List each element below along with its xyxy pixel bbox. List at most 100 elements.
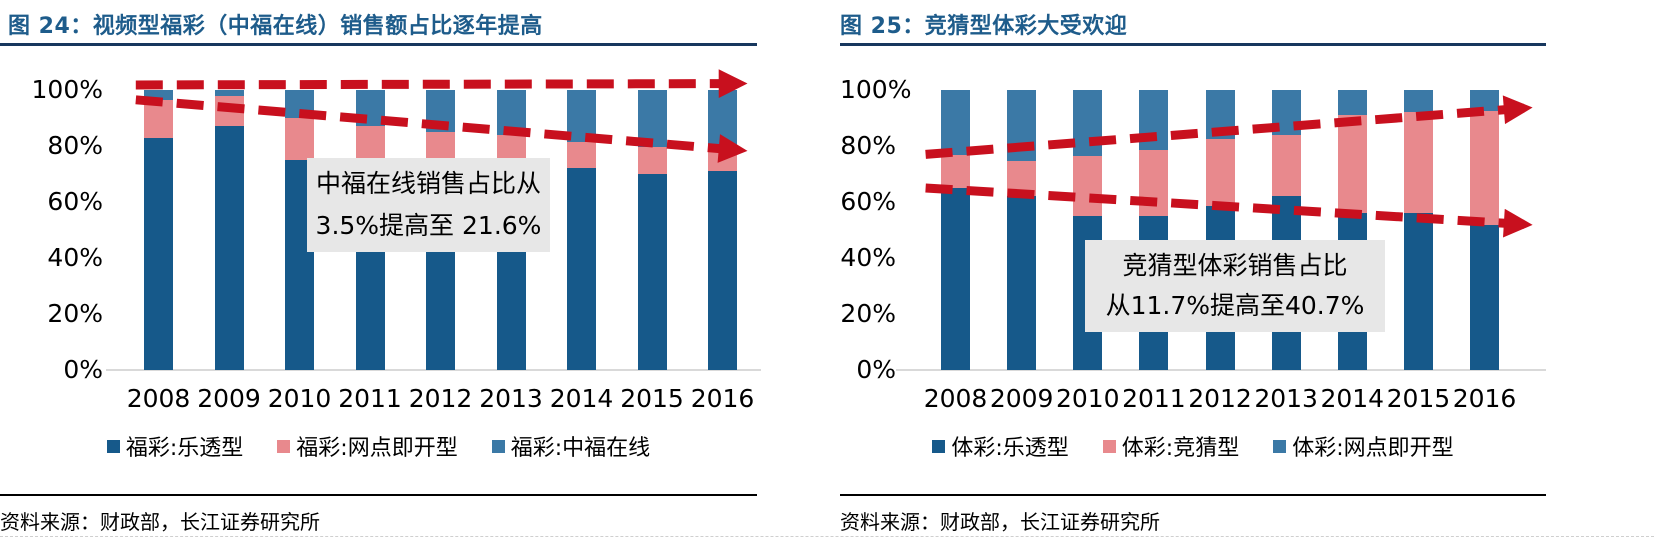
x-tick-label: 2011 (338, 384, 402, 413)
y-tick-label: 60% (840, 187, 896, 216)
stacked-bar-2008 (941, 90, 970, 370)
bar-segment (708, 150, 737, 172)
bar-segment (1470, 224, 1499, 370)
bar-segment (1337, 115, 1367, 214)
stacked-bar-2015 (1403, 90, 1433, 370)
legend-label: 体彩:乐透型 (951, 436, 1069, 461)
bar-segment (426, 90, 455, 133)
legend-swatch-icon (106, 439, 120, 453)
bar-segment (355, 90, 385, 127)
bar-segment (1403, 112, 1433, 214)
bar-segment (708, 171, 737, 370)
bar-segment (1337, 90, 1367, 116)
legend-swatch-icon (1102, 439, 1116, 453)
bar-segment (285, 118, 314, 160)
bar-segment (567, 168, 596, 370)
annotation-line-1: 中福在线销售占比从 (315, 169, 541, 199)
y-tick-label: 20% (47, 299, 103, 328)
bar-segment (708, 90, 737, 151)
x-tick-label: 2015 (1386, 384, 1451, 413)
plot-area: 中福在线销售占比从 3.5%提高至 21.6% (106, 69, 761, 371)
bar-segment (1470, 110, 1499, 225)
x-tick-label: 2012 (408, 384, 473, 413)
bar-segment (1073, 90, 1103, 156)
x-tick-label: 2008 (923, 384, 988, 413)
legend-item: 体彩:乐透型 (932, 430, 1069, 462)
stacked-bar-2009 (214, 90, 244, 370)
source-text: 资料来源：财政部，长江证券研究所 (0, 510, 320, 534)
y-tick-label: 20% (840, 299, 896, 328)
x-tick-label: 2014 (1320, 384, 1385, 413)
x-tick-label: 2009 (197, 384, 261, 413)
x-tick-label: 2015 (620, 384, 684, 413)
y-tick-label: 0% (856, 355, 896, 384)
bar-segment (637, 90, 667, 148)
y-tick-label: 0% (63, 355, 103, 384)
x-tick-label: 2011 (1122, 384, 1186, 413)
bar-segment (285, 90, 314, 118)
title-rule (0, 43, 757, 46)
legend-item: 福彩:乐透型 (106, 430, 244, 462)
bottom-hairline (0, 536, 1654, 537)
x-tick-label: 2008 (126, 384, 191, 413)
legend-label: 福彩:网点即开型 (296, 436, 458, 461)
bar-segment (1073, 155, 1103, 216)
y-tick-label: 100% (840, 75, 912, 104)
legend-item: 福彩:中福在线 (491, 430, 651, 462)
x-tick-label: 2012 (1188, 384, 1252, 413)
annotation-line-2: 从11.7%提高至40.7% (1105, 291, 1365, 321)
legend-swatch-icon (1273, 439, 1287, 453)
bar-segment (1139, 90, 1169, 151)
bar-segment (1403, 90, 1433, 113)
legend-swatch-icon (932, 439, 946, 453)
legend-swatch-icon (277, 439, 291, 453)
annotation-line-1: 竞猜型体彩销售占比 (1122, 250, 1348, 280)
bar-segment (214, 95, 244, 127)
legend-label: 福彩:乐透型 (125, 436, 244, 461)
bar-segment (1271, 90, 1301, 135)
stacked-bar-2008 (144, 90, 173, 370)
y-tick-label: 40% (47, 243, 103, 272)
y-tick-label: 60% (47, 187, 103, 216)
bar-segment (1205, 90, 1235, 140)
annotation-box: 中福在线销售占比从 3.5%提高至 21.6% (307, 158, 550, 252)
bar-segment (144, 99, 173, 138)
x-tick-label: 2013 (1254, 384, 1318, 413)
legend: 福彩:乐透型 福彩:网点即开型 福彩:中福在线 (0, 430, 757, 462)
legend-swatch-icon (491, 439, 505, 453)
bar-segment (144, 137, 173, 370)
legend-label: 体彩:竞猜型 (1121, 436, 1240, 461)
x-tick-label: 2010 (267, 384, 332, 413)
source-rule (0, 494, 757, 496)
bar-segment (1007, 90, 1037, 162)
stacked-bar-2016 (1470, 90, 1499, 370)
bar-segment (214, 126, 244, 370)
bar-segment (637, 147, 667, 174)
bar-segment (567, 90, 596, 142)
x-axis-line (106, 369, 761, 371)
annotation-box: 竞猜型体彩销售占比 从11.7%提高至40.7% (1085, 240, 1385, 332)
figure-25-title: 图 25：竞猜型体彩大受欢迎 (840, 14, 1128, 39)
y-tick-label: 100% (31, 75, 103, 104)
legend: 体彩:乐透型 体彩:竞猜型 体彩:网点即开型 (840, 430, 1546, 462)
figure-25: 图 25：竞猜型体彩大受欢迎 竞猜型体彩销售占比 从11.7%提高至40.7% … (840, 0, 1546, 550)
bar-segment (941, 155, 970, 188)
x-tick-label: 2014 (549, 384, 614, 413)
chart-24-body: 中福在线销售占比从 3.5%提高至 21.6% 100% 80% 60% 40% 20%… (0, 60, 761, 425)
y-tick-label: 80% (47, 131, 103, 160)
figure-24-title: 图 24：视频型福彩（中福在线）销售额占比逐年提高 (8, 14, 543, 39)
bar-segment (567, 141, 596, 169)
title-rule (840, 43, 1546, 46)
bar-segment (941, 90, 970, 156)
legend-label: 福彩:中福在线 (510, 436, 651, 461)
bar-segment (1007, 196, 1037, 370)
annotation-line-2: 3.5%提高至 21.6% (315, 210, 542, 240)
bar-segment (1139, 150, 1169, 216)
x-tick-label: 2013 (479, 384, 543, 413)
legend-item: 体彩:竞猜型 (1102, 430, 1240, 462)
x-tick-label: 2016 (1452, 384, 1517, 413)
bar-segment (1205, 139, 1235, 207)
figure-24: 图 24：视频型福彩（中福在线）销售额占比逐年提高 中福在线销售占比从 3.5%… (0, 0, 761, 550)
y-tick-label: 80% (840, 131, 896, 160)
chart-25-body: 竞猜型体彩销售占比 从11.7%提高至40.7% 100% 80% 60% 40% 20… (840, 60, 1546, 425)
